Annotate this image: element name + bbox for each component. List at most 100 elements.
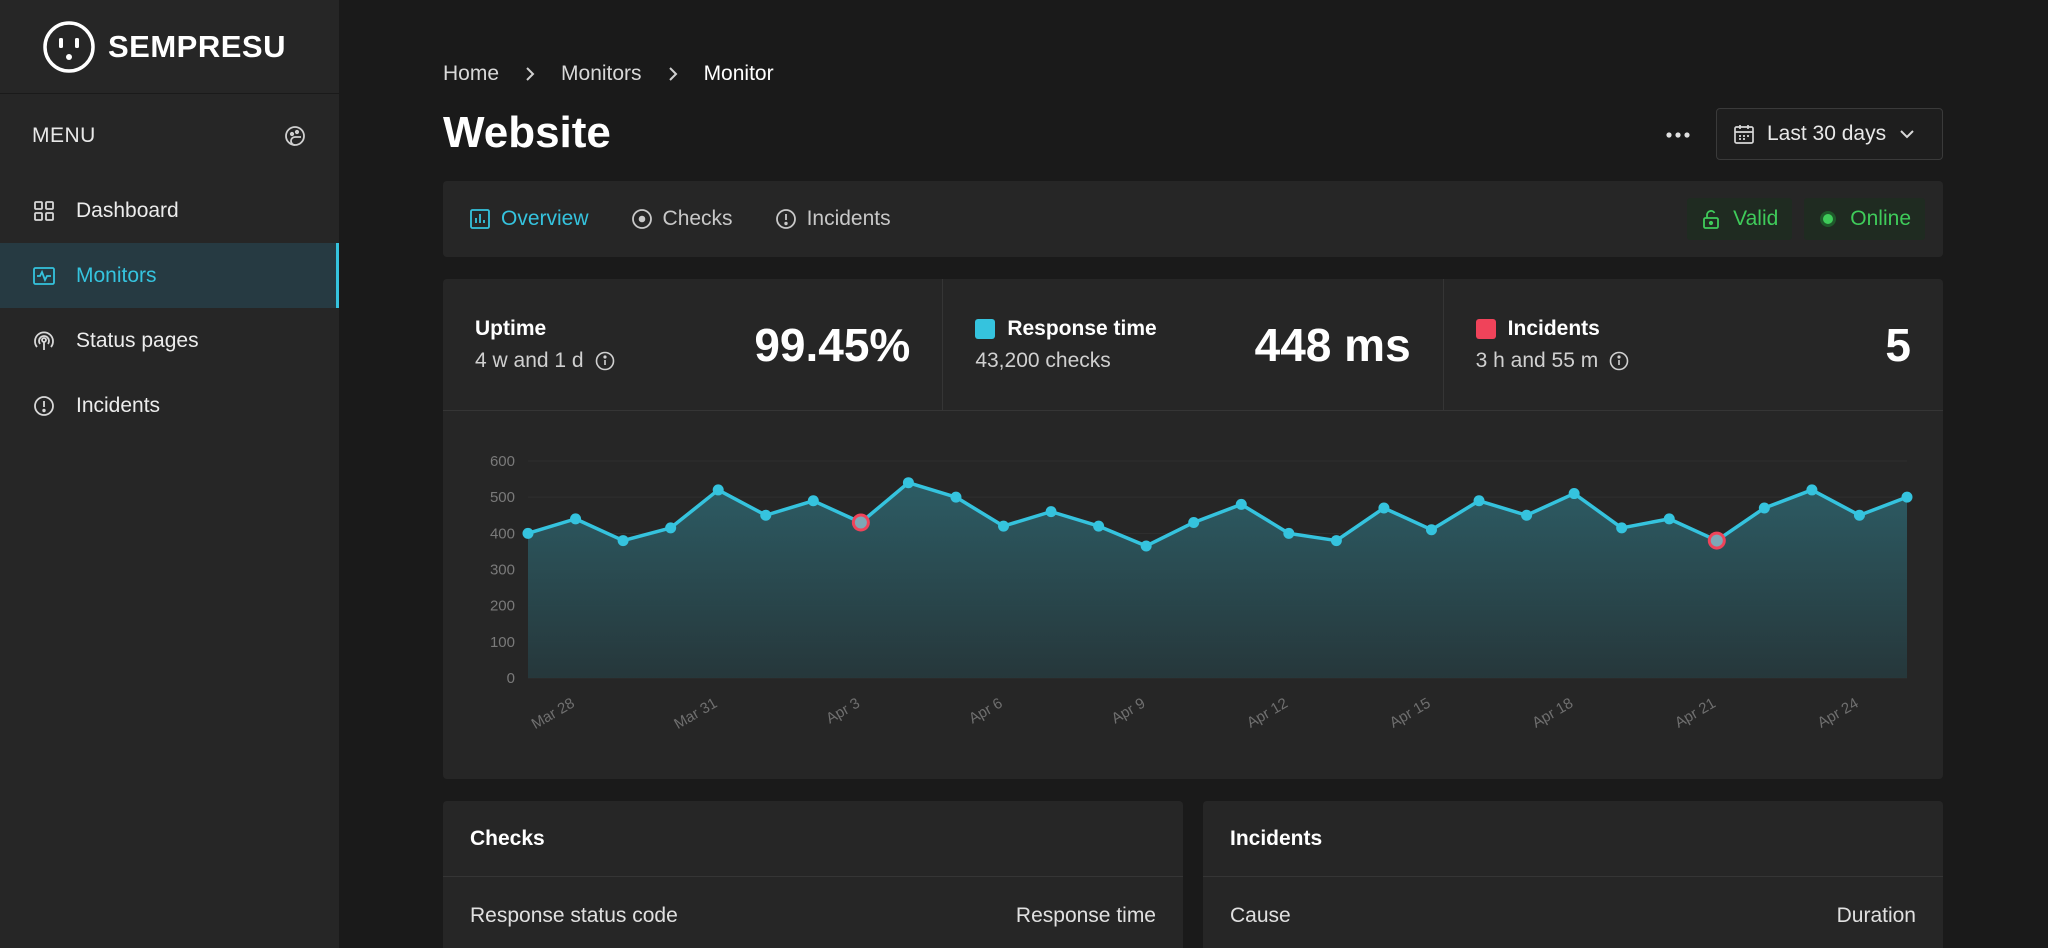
lock-open-icon [1703, 210, 1720, 229]
y-tick-label: 300 [490, 562, 515, 579]
response-time-stat: Response time 43,200 checks 448 ms [943, 279, 1444, 410]
data-point [1901, 491, 1913, 503]
grid-icon [34, 200, 54, 221]
column-header-cause: Cause [1230, 904, 1291, 927]
data-point [1806, 484, 1818, 496]
response-time-line [527, 480, 1908, 548]
checks-table-header: Response status code Response time [443, 877, 1183, 948]
data-point [1568, 488, 1580, 500]
sidebar: SEMPRESU MENU Dashboard Monitors Status … [0, 0, 339, 948]
data-point [1283, 527, 1295, 539]
sidebar-item-incidents[interactable]: Incidents [0, 373, 339, 438]
incidents-card: Incidents Cause Duration [1203, 801, 1943, 948]
data-point [998, 520, 1010, 532]
y-tick-label: 500 [490, 489, 515, 506]
data-point [760, 509, 772, 521]
tab-label: Overview [501, 207, 589, 230]
tab-label: Incidents [806, 207, 891, 230]
breadcrumb-home[interactable]: Home [443, 62, 500, 85]
data-point [1235, 498, 1247, 510]
incident-point-inner [1710, 534, 1723, 547]
page-title: Website [443, 108, 611, 157]
ssl-badge: Valid [1687, 198, 1793, 240]
data-point [665, 522, 677, 534]
tab-overview[interactable]: Overview [469, 207, 589, 231]
sidebar-item-dashboard[interactable]: Dashboard [0, 178, 339, 243]
x-tick-label: Apr 9 [1109, 695, 1149, 728]
x-tick-label: Apr 15 [1387, 695, 1434, 732]
x-tick-label: Apr 18 [1529, 695, 1576, 732]
x-tick-label: Apr 24 [1815, 695, 1862, 732]
date-range-select[interactable]: Last 30 days [1716, 108, 1943, 160]
data-point [1473, 495, 1485, 507]
data-point [1188, 516, 1200, 528]
alert-circle-icon [34, 395, 54, 416]
y-tick-label: 0 [507, 670, 515, 687]
monitor-pulse-icon [33, 266, 55, 285]
y-tick-label: 600 [490, 453, 515, 470]
incidents-label: Incidents [1475, 317, 1631, 341]
breadcrumb-monitors[interactable]: Monitors [561, 62, 642, 85]
data-point [902, 477, 914, 489]
x-tick-label: Apr 3 [823, 695, 863, 728]
data-point [950, 491, 962, 503]
sidebar-item-label: Monitors [76, 263, 157, 287]
bar-chart-icon [470, 209, 490, 229]
incidents-sub: 3 h and 55 m [1476, 349, 1631, 373]
info-icon[interactable] [1608, 350, 1630, 372]
broadcast-icon [34, 331, 54, 350]
y-tick-label: 100 [490, 634, 515, 651]
more-options-button[interactable] [1658, 120, 1698, 150]
column-header-response-time: Response time [1015, 904, 1156, 927]
incidents-legend-swatch [1475, 318, 1496, 339]
breadcrumb-current: Monitor [703, 62, 774, 85]
data-point [1140, 540, 1152, 552]
more-horizontal-icon [1666, 132, 1690, 138]
sidebar-item-label: Status pages [76, 328, 199, 352]
data-point [1378, 502, 1390, 514]
chevron-right-icon [668, 67, 677, 81]
incidents-table-header: Cause Duration [1203, 877, 1943, 948]
tab-incidents[interactable]: Incidents [775, 207, 891, 231]
sidebar-nav: Dashboard Monitors Status pages Incident… [0, 178, 339, 438]
tab-checks[interactable]: Checks [631, 207, 733, 231]
chevron-right-icon [526, 67, 535, 81]
incidents-value: 5 [1885, 318, 1911, 371]
data-point [617, 535, 629, 547]
stats-row: Uptime 4 w and 1 d 99.45% Response time … [443, 279, 1943, 411]
incident-point-inner [854, 516, 867, 529]
tabs-bar: Overview Checks Incidents Valid [443, 181, 1943, 257]
breadcrumb: Home Monitors Monitor [443, 62, 774, 86]
response-time-chart-svg: 0 100 200 300 400 500 600 Mar 28 Mar 31 Apr 3 Apr … [490, 453, 1913, 733]
x-tick-label: Mar 28 [529, 695, 578, 733]
logo[interactable]: SEMPRESU [0, 0, 339, 94]
x-tick-label: Mar 31 [671, 695, 720, 733]
incidents-stat: Incidents 3 h and 55 m 5 [1444, 279, 1943, 410]
logo-text: SEMPRESU [108, 28, 286, 64]
theme-toggle-icon[interactable] [283, 124, 307, 148]
response-time-label: Response time [975, 317, 1157, 341]
sidebar-item-monitors[interactable]: Monitors [0, 243, 339, 308]
uptime-label: Uptime [475, 316, 547, 340]
logo-icon [43, 20, 95, 73]
data-point [1521, 509, 1533, 521]
data-point [1045, 506, 1057, 518]
status-dot-icon [1820, 211, 1837, 227]
data-point [807, 495, 819, 507]
ssl-badge-label: Valid [1733, 207, 1779, 230]
info-icon[interactable] [594, 350, 616, 372]
chevron-down-icon [1900, 130, 1914, 139]
data-point [1616, 522, 1628, 534]
response-time-sub: 43,200 checks [975, 348, 1111, 372]
checks-card-title: Checks [443, 801, 1183, 877]
response-time-chart: 0 100 200 300 400 500 600 Mar 28 Mar 31 Apr 3 Apr … [443, 411, 1943, 779]
checks-card: Checks Response status code Response tim… [443, 801, 1183, 948]
data-point [712, 484, 724, 496]
sidebar-item-label: Incidents [76, 393, 161, 417]
y-tick-label: 400 [490, 525, 515, 542]
alert-circle-icon [775, 209, 796, 229]
sidebar-item-status-pages[interactable]: Status pages [0, 308, 339, 373]
data-point [1853, 509, 1865, 521]
tab-label: Checks [662, 207, 733, 230]
online-badge-label: Online [1850, 207, 1911, 230]
